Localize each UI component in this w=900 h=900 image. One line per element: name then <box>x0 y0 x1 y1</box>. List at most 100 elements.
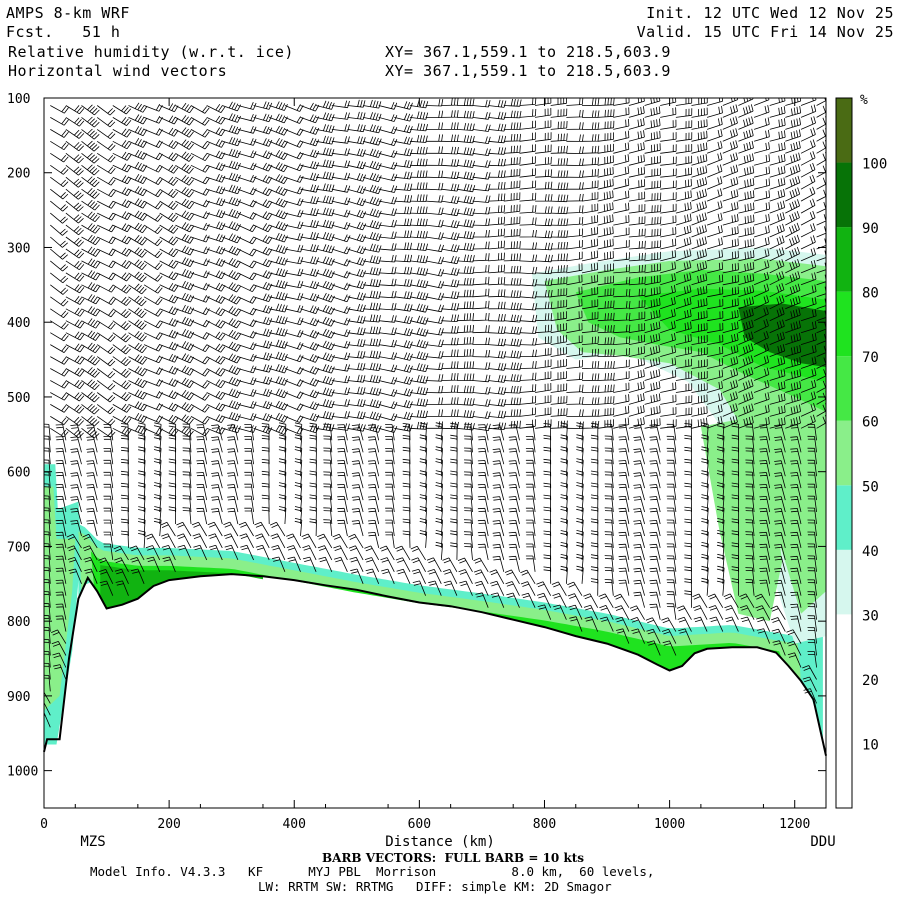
wind-barb <box>331 363 350 372</box>
wind-barb <box>581 145 600 154</box>
wind-barb <box>756 616 771 632</box>
wind-barb <box>425 122 443 130</box>
wind-barb <box>103 483 114 501</box>
wind-barb <box>378 315 397 323</box>
wind-barb <box>159 152 179 162</box>
wind-barb <box>535 242 553 251</box>
wind-barb <box>807 483 817 501</box>
wind-barb <box>660 192 677 202</box>
wind-barb <box>492 544 505 561</box>
wind-barb <box>294 506 303 525</box>
wind-barb <box>227 448 239 465</box>
wind-barb <box>701 506 709 525</box>
wind-barb <box>706 404 723 417</box>
wind-barb <box>253 174 273 184</box>
wind-barb <box>238 521 254 537</box>
wind-barb <box>503 326 522 335</box>
wind-barb <box>425 268 445 277</box>
wind-barb <box>190 344 210 353</box>
wind-barb <box>684 530 692 548</box>
wind-barb <box>269 327 288 337</box>
colorbar-label: 30 <box>862 608 879 624</box>
wind-barb <box>300 342 320 351</box>
wind-barb <box>581 336 599 345</box>
y-tick-label: 600 <box>7 466 30 481</box>
wind-barb <box>300 354 320 363</box>
wind-barb <box>86 436 98 453</box>
wind-barb <box>590 494 599 513</box>
wind-barb <box>568 604 583 620</box>
wind-barb <box>769 405 786 417</box>
wind-barb <box>206 138 226 148</box>
wind-barb <box>409 170 428 178</box>
wind-barb <box>65 129 85 139</box>
wind-barb <box>394 136 413 145</box>
wind-barb <box>597 275 614 286</box>
wind-barb <box>81 104 100 116</box>
wind-barb <box>816 298 826 310</box>
wind-barb <box>675 201 692 214</box>
wind-barb <box>143 260 163 271</box>
wind-barb <box>103 495 114 513</box>
wind-barb <box>347 245 367 255</box>
wind-barb <box>503 145 521 154</box>
wind-barb <box>691 177 708 190</box>
wind-barb <box>237 162 257 171</box>
wind-barb <box>519 120 536 130</box>
wind-barb <box>800 247 816 262</box>
wind-barb <box>738 261 755 274</box>
wind-barb <box>692 605 708 620</box>
wind-barb <box>745 531 755 548</box>
wind-barb <box>278 446 287 465</box>
wind-barb <box>65 379 85 390</box>
colorbar-swatch <box>836 227 852 292</box>
wind-barb <box>503 241 521 250</box>
wind-barb <box>159 365 179 375</box>
wind-barb <box>543 446 552 465</box>
wind-barb <box>65 367 85 377</box>
colorbar-label: 80 <box>862 286 879 302</box>
wind-barb <box>508 531 520 548</box>
wind-barb <box>456 171 476 181</box>
wind-barb <box>675 309 692 322</box>
wind-barb <box>660 238 677 250</box>
wind-barb <box>175 102 195 114</box>
wind-barb <box>691 188 707 202</box>
wind-barb <box>362 148 382 158</box>
wind-barb <box>560 542 568 560</box>
wind-barb <box>519 144 536 154</box>
wind-barb <box>769 106 786 118</box>
wind-barb <box>65 176 84 188</box>
wind-barb <box>701 434 709 453</box>
wind-barb <box>644 274 661 286</box>
wind-barb <box>55 436 67 453</box>
wind-barb <box>381 568 395 584</box>
wind-barb <box>175 163 194 174</box>
wind-barb <box>581 134 600 142</box>
wind-barb <box>738 98 754 106</box>
wind-barb <box>725 616 739 632</box>
wind-barb <box>222 282 241 293</box>
wind-barb <box>550 108 568 118</box>
wind-barb <box>82 533 98 549</box>
x-tick-label: 600 <box>408 817 431 832</box>
wind-barb <box>120 518 129 537</box>
wind-barb <box>738 202 755 214</box>
wind-barb <box>492 532 505 549</box>
wind-barb <box>153 458 162 477</box>
wind-barb <box>521 592 536 608</box>
wind-barb <box>332 533 348 549</box>
wind-barb <box>807 615 817 632</box>
wind-barb <box>628 311 646 322</box>
wind-barb <box>425 362 444 371</box>
wind-barb <box>44 423 51 441</box>
wind-barb <box>535 407 552 417</box>
wind-barb <box>261 447 270 465</box>
wind-barb <box>379 545 395 561</box>
wind-barb <box>535 301 553 310</box>
wind-barb <box>800 174 816 190</box>
wind-barb <box>628 357 645 369</box>
wind-barb <box>323 459 333 477</box>
wind-barb <box>128 331 147 342</box>
wind-barb <box>738 128 754 142</box>
